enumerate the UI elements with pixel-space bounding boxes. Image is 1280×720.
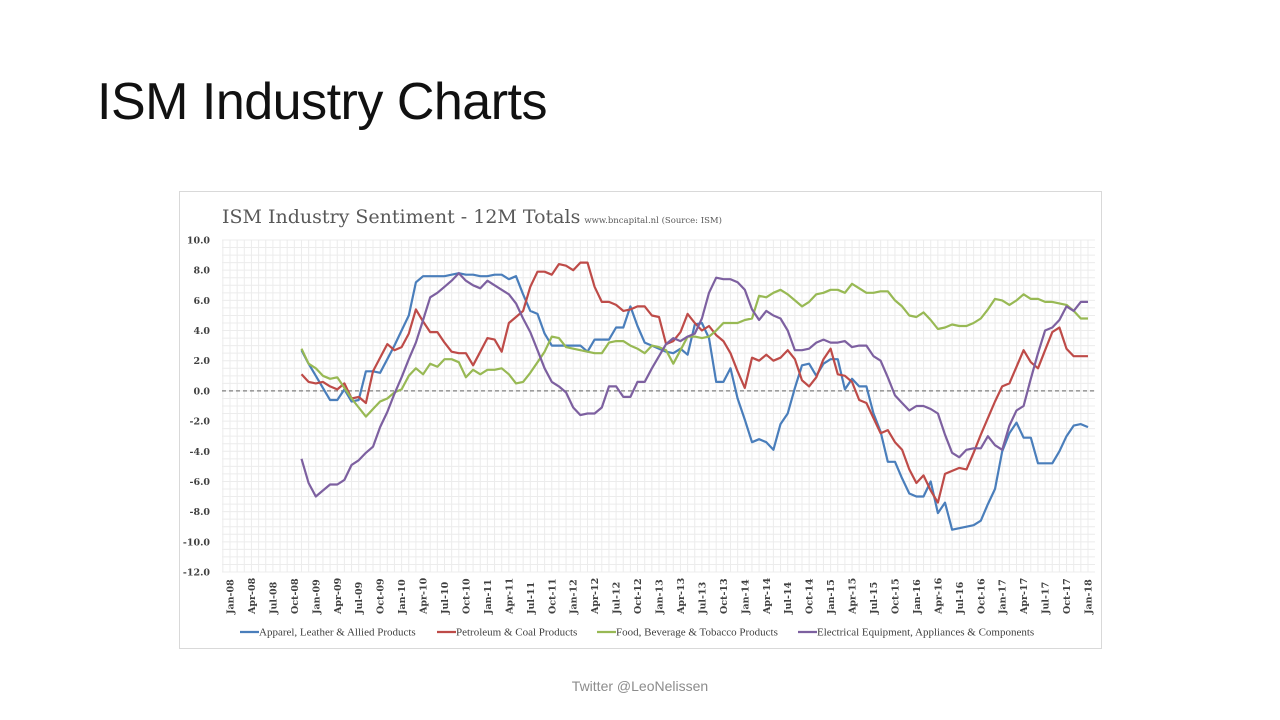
y-tick-label: -10.0 — [183, 537, 210, 548]
chart-title: ISM Industry Sentiment - 12M Totals www.b… — [222, 206, 722, 228]
x-tick-label: Jan-17 — [998, 579, 1009, 615]
x-tick-label: Oct-11 — [547, 578, 558, 614]
x-tick-label: Jul-13 — [697, 582, 708, 615]
y-tick-label: 6.0 — [193, 296, 210, 307]
x-tick-label: Oct-12 — [633, 578, 644, 614]
x-tick-label: Jul-11 — [526, 582, 537, 615]
x-tick-label: Jul-16 — [955, 581, 966, 615]
x-tick-label: Jul-14 — [783, 581, 794, 615]
x-tick-label: Oct-08 — [290, 578, 301, 614]
y-tick-label: -4.0 — [190, 447, 211, 458]
x-tick-label: Apr-15 — [848, 578, 859, 615]
x-tick-label: Jan-10 — [397, 579, 408, 615]
x-tick-label: Jan-16 — [912, 579, 923, 615]
x-tick-label: Oct-16 — [976, 578, 987, 614]
y-tick-label: -12.0 — [183, 568, 210, 579]
slide-footer: Twitter @LeoNelissen — [571, 678, 709, 694]
y-tick-label: 8.0 — [193, 266, 210, 277]
x-tick-label: Oct-17 — [1062, 578, 1073, 614]
x-tick-label: Apr-09 — [333, 577, 344, 615]
chart-title-text: ISM Industry Sentiment - 12M Totals — [222, 206, 581, 228]
y-tick-label: -6.0 — [190, 477, 211, 488]
x-tick-label: Oct-13 — [719, 578, 730, 614]
x-tick-label: Jan-09 — [311, 579, 322, 615]
y-tick-label: -2.0 — [190, 417, 211, 428]
x-tick-label: Jul-10 — [440, 581, 451, 615]
chart-frame — [179, 191, 1102, 649]
x-tick-label: Jan-11 — [483, 579, 494, 615]
legend-entry: Petroleum & Coal Products — [456, 627, 577, 639]
x-tick-label: Jan-08 — [226, 579, 237, 615]
x-tick-label: Oct-10 — [461, 578, 472, 614]
x-tick-label: Apr-11 — [504, 578, 515, 615]
x-tick-label: Jan-14 — [740, 579, 751, 615]
slide-title: ISM Industry Charts — [97, 73, 547, 131]
x-tick-label: Apr-13 — [676, 578, 687, 615]
y-tick-label: -8.0 — [190, 507, 211, 518]
x-tick-label: Jan-18 — [1084, 579, 1095, 615]
x-tick-label: Jul-17 — [1041, 582, 1052, 615]
x-tick-label: Apr-10 — [419, 577, 430, 615]
x-tick-label: Jan-13 — [655, 579, 666, 615]
x-tick-label: Apr-17 — [1019, 578, 1030, 615]
y-tick-label: 2.0 — [193, 356, 210, 367]
y-tick-label: 0.0 — [193, 386, 210, 397]
x-tick-label: Apr-16 — [933, 577, 944, 615]
y-tick-label: 4.0 — [193, 326, 210, 337]
x-tick-label: Jul-08 — [268, 581, 279, 615]
series-line-3 — [300, 272, 1088, 498]
x-tick-label: Oct-14 — [805, 578, 816, 614]
y-tick-label: 10.0 — [187, 236, 211, 247]
x-tick-label: Oct-09 — [376, 578, 387, 614]
chart-subtitle: www.bncapital.nl (Source: ISM) — [584, 216, 722, 226]
legend-entry: Food, Beverage & Tobacco Products — [616, 627, 778, 639]
x-tick-label: Jul-09 — [354, 581, 365, 615]
series-line-2 — [300, 282, 1088, 418]
x-tick-label: Jul-12 — [612, 582, 623, 615]
x-tick-label: Jan-15 — [826, 579, 837, 615]
x-tick-label: Jul-15 — [869, 582, 880, 615]
legend-entry: Electrical Equipment, Appliances & Compo… — [817, 627, 1034, 639]
series-line-1 — [300, 261, 1088, 504]
legend-entry: Apparel, Leather & Allied Products — [259, 627, 416, 639]
x-tick-label: Apr-08 — [247, 577, 258, 615]
x-tick-label: Apr-12 — [590, 578, 601, 615]
x-tick-label: Oct-15 — [890, 578, 901, 614]
x-tick-label: Jan-12 — [569, 579, 580, 615]
x-tick-label: Apr-14 — [762, 577, 773, 615]
